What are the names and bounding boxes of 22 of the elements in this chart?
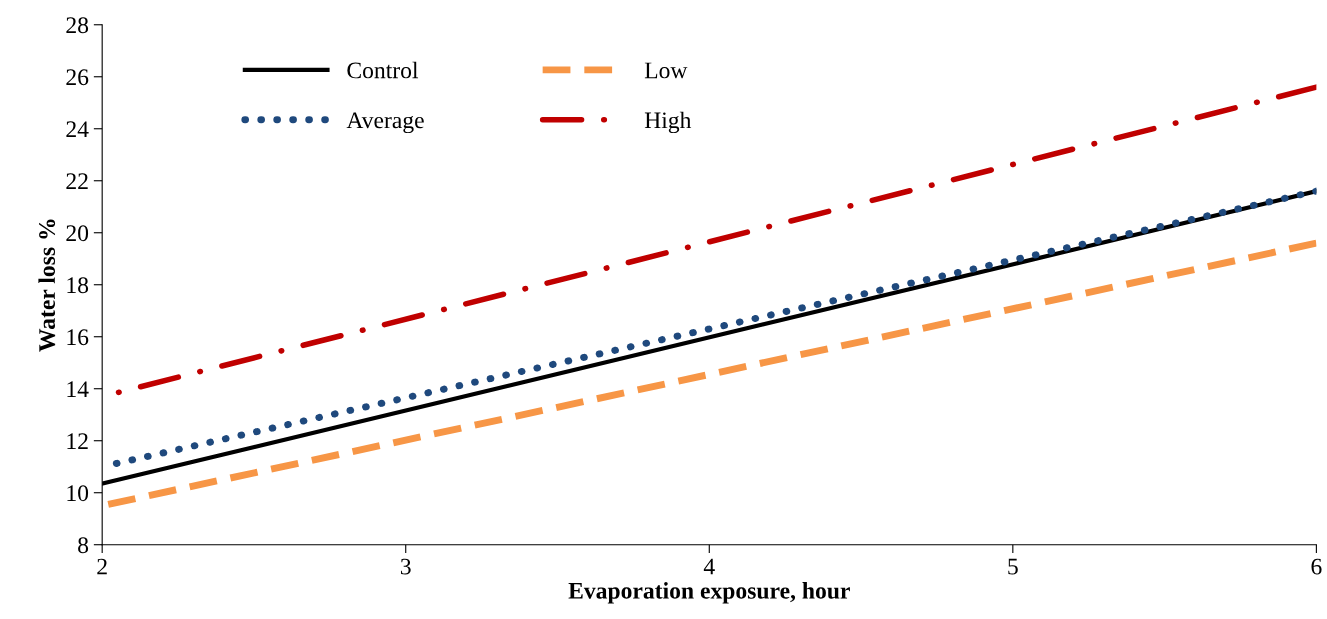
legend-label: High xyxy=(644,111,692,134)
x-tick-label: 4 xyxy=(703,558,715,575)
y-tick-label: 10 xyxy=(67,485,89,502)
legend-label: Low xyxy=(644,62,688,79)
y-axis-title: Water loss % xyxy=(38,219,56,352)
y-tick-label: 12 xyxy=(67,433,88,449)
y-tick-label: 20 xyxy=(66,225,89,242)
legend-label: Average xyxy=(346,112,424,134)
y-tick-label: 8 xyxy=(78,537,89,554)
y-tick-label: 22 xyxy=(66,173,88,189)
y-tick-label: 14 xyxy=(67,381,89,397)
y-tick-label: 16 xyxy=(67,329,89,346)
y-tick-label: 28 xyxy=(66,17,89,34)
x-tick-label: 3 xyxy=(400,558,411,575)
x-tick-label: 2 xyxy=(97,558,107,575)
x-tick-label: 6 xyxy=(1311,558,1322,575)
y-tick-label: 26 xyxy=(66,69,89,86)
y-tick-label: 18 xyxy=(67,277,89,294)
y-tick-label: 24 xyxy=(66,121,89,137)
x-tick-label: 5 xyxy=(1008,558,1018,575)
legend-label: Control xyxy=(347,61,419,79)
x-axis-title: Evaporation exposure, hour xyxy=(568,582,850,604)
